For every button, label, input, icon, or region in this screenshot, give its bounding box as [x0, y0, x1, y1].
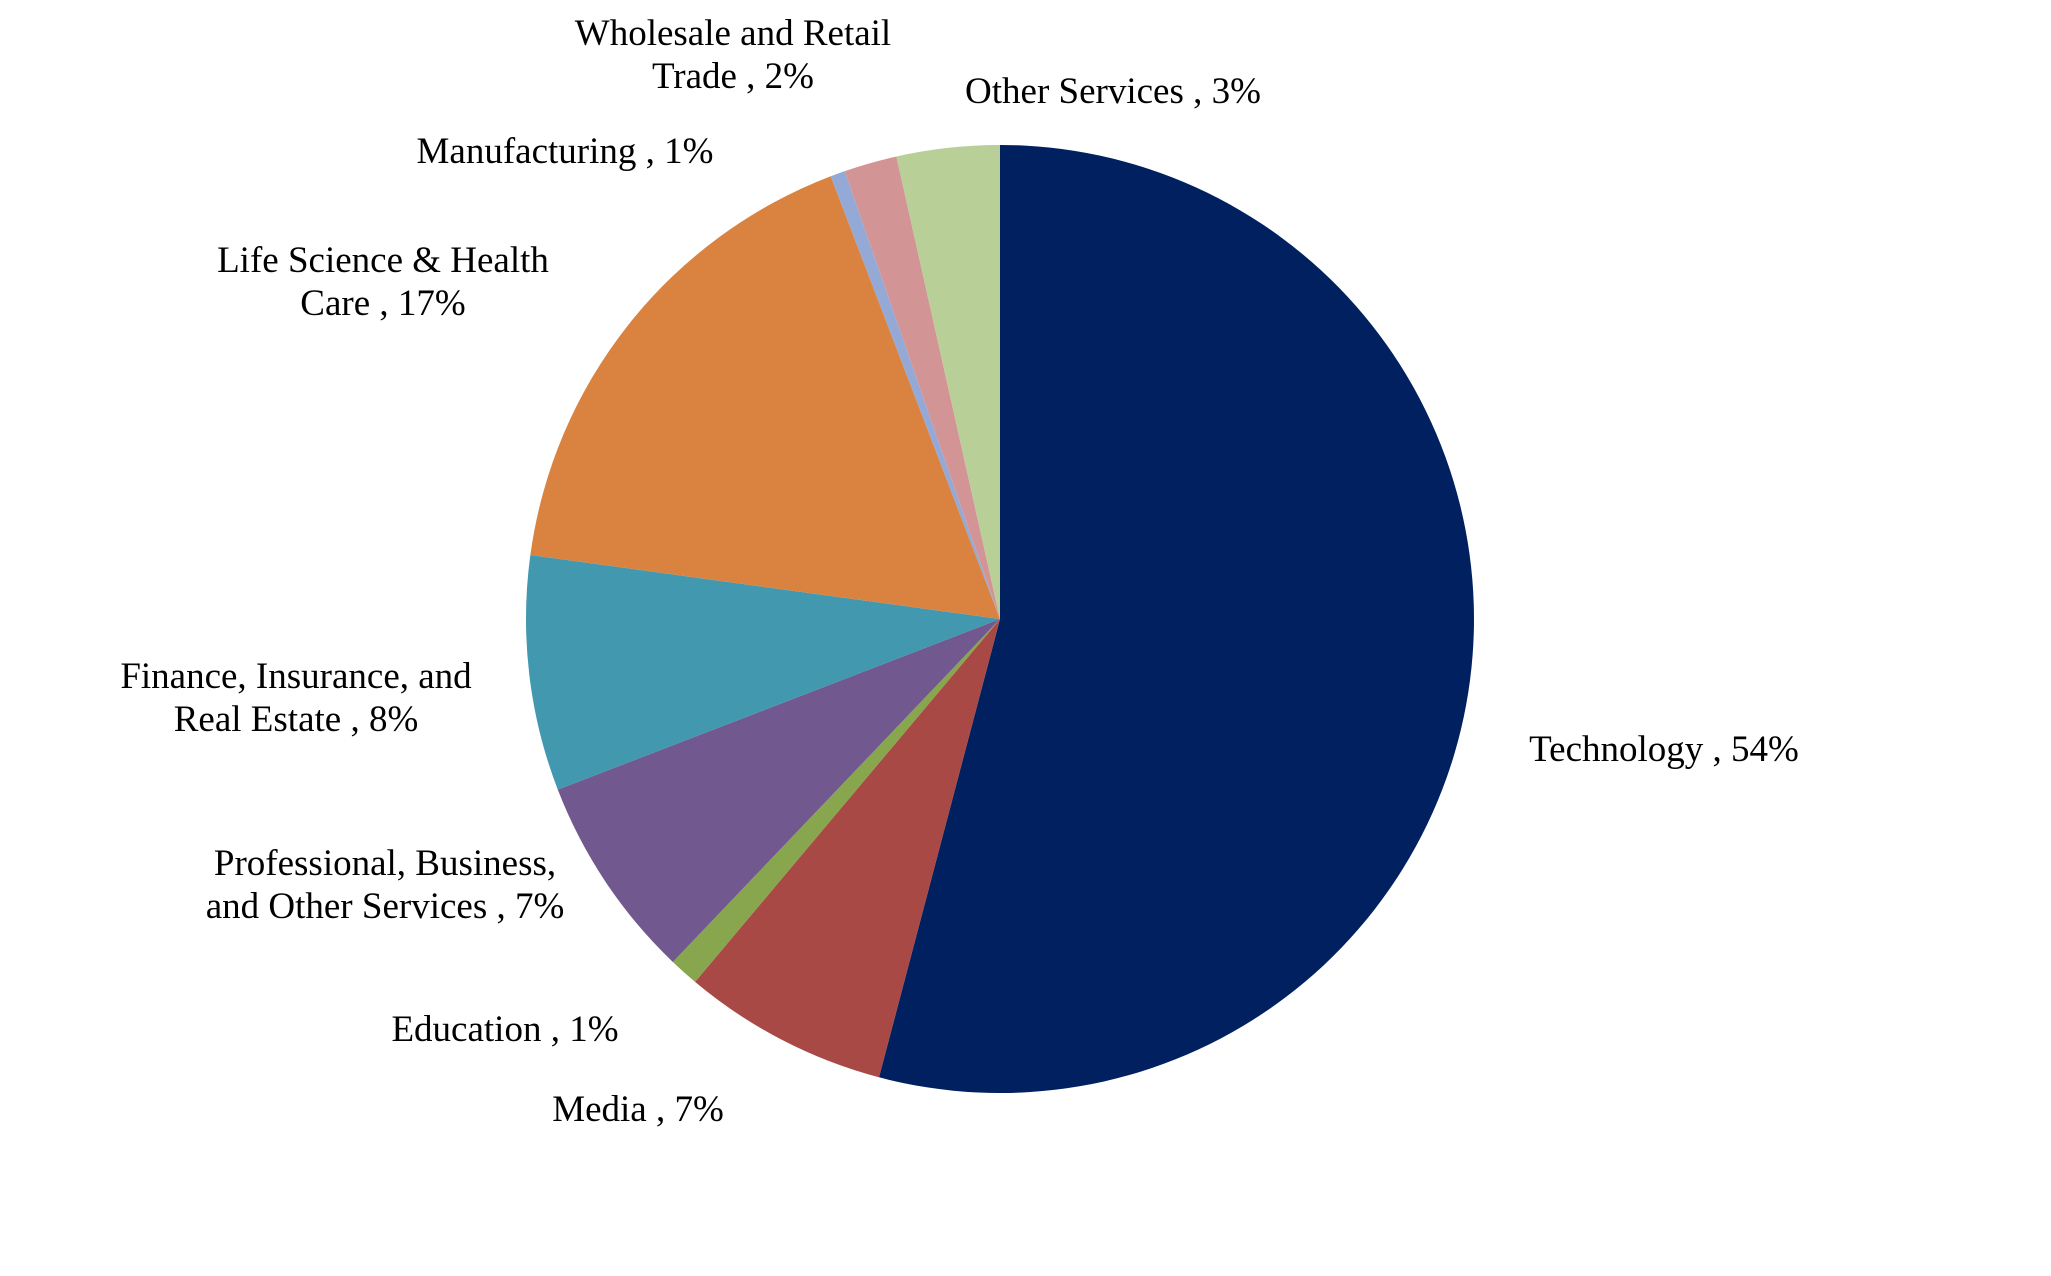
- pie-label-manufacturing: Manufacturing , 1%: [417, 131, 714, 172]
- pie-slice-wholesale-and-retail-trade: [844, 156, 1000, 619]
- pie-slice-technology: [879, 145, 1474, 1093]
- pie-slice-manufacturing: [830, 171, 1000, 619]
- pie-label-other-services: Other Services , 3%: [965, 71, 1261, 112]
- pie-label-finance-insurance-and-real-estate: Finance, Insurance, and Real Estate , 8%: [120, 656, 472, 740]
- pie-slice-other-services: [896, 145, 1000, 619]
- pie-label-wholesale-and-retail-trade: Wholesale and Retail Trade , 2%: [575, 13, 891, 97]
- pie-slice-finance-insurance-and-real-estate: [526, 555, 1000, 790]
- pie-slice-education: [672, 619, 1000, 982]
- pie-slice-professional-business-and-other-services: [557, 619, 1000, 962]
- pie-slices: [526, 145, 1474, 1093]
- pie-label-education: Education , 1%: [391, 1009, 618, 1050]
- pie-label-media: Media , 7%: [552, 1089, 724, 1130]
- pie-slice-media: [695, 619, 1000, 1078]
- pie-slice-life-science-health-care: [530, 176, 1000, 619]
- pie-label-professional-business-and-other-services: Professional, Business, and Other Service…: [206, 843, 565, 927]
- pie-label-life-science-health-care: Life Science & Health Care , 17%: [217, 240, 549, 324]
- pie-labels: Technology , 54% Media , 7% Education , 1%…: [120, 13, 1799, 1130]
- pie-label-technology: Technology , 54%: [1529, 729, 1799, 770]
